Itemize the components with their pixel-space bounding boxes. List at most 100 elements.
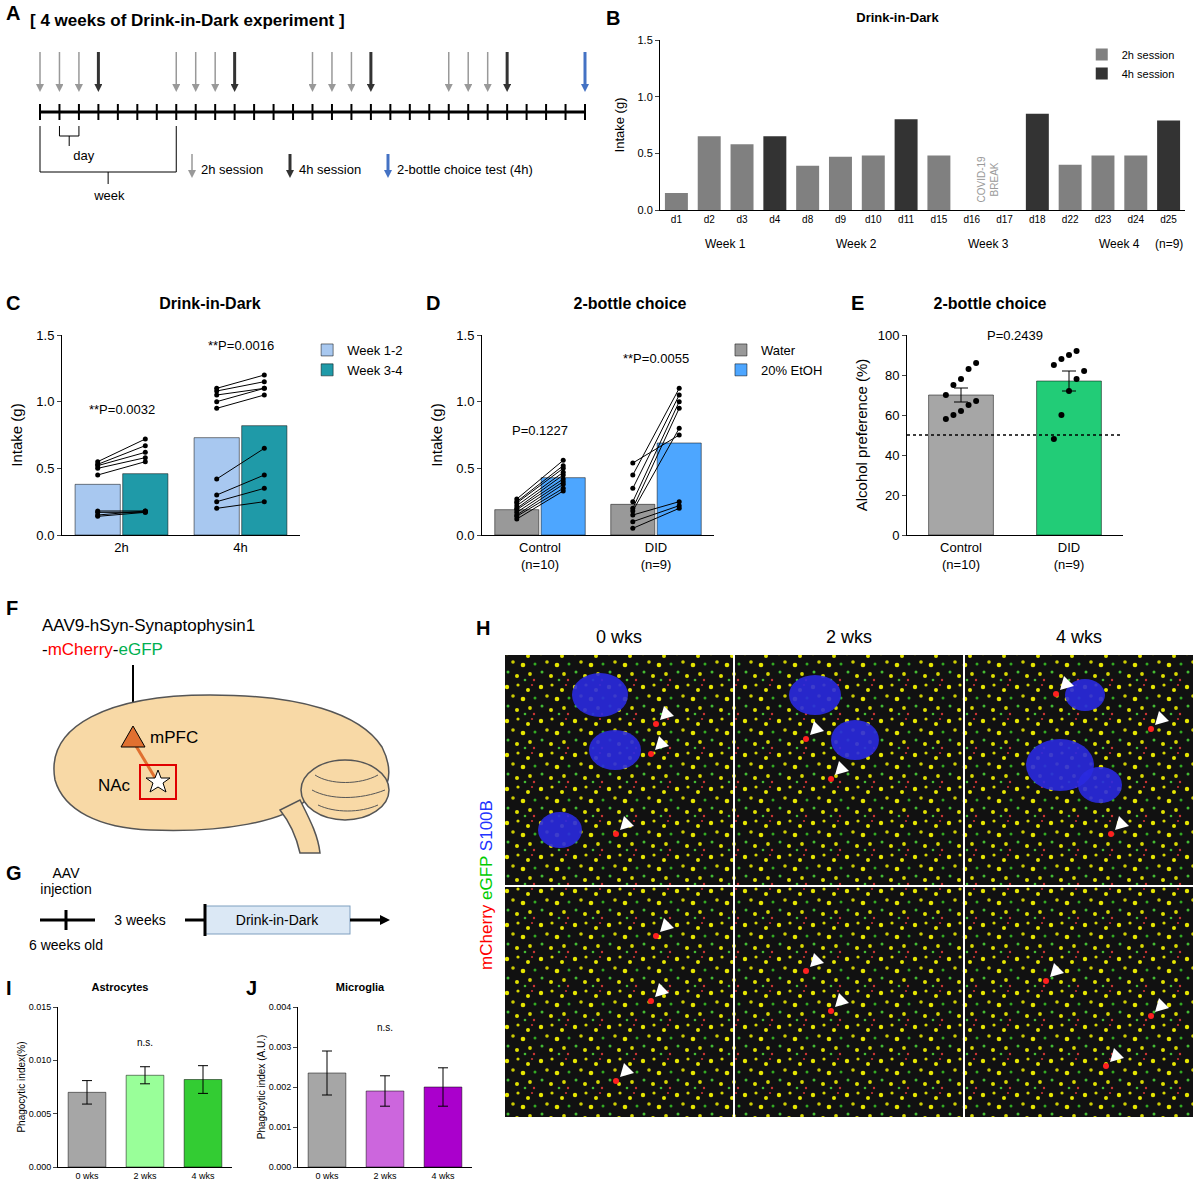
svg-text:Control(n=10): Control(n=10)	[519, 540, 561, 572]
svg-text:2 wks: 2 wks	[373, 1171, 397, 1181]
svg-text:Week 3: Week 3	[968, 237, 1009, 251]
svg-text:Week 2: Week 2	[836, 237, 877, 251]
svg-text:2-bottle choice: 2-bottle choice	[574, 295, 687, 312]
svg-text:Drink-in-Dark: Drink-in-Dark	[856, 10, 939, 25]
svg-text:2h session: 2h session	[201, 162, 263, 177]
svg-text:1.5: 1.5	[456, 328, 474, 343]
svg-text:Water: Water	[761, 343, 796, 358]
svg-text:0 wks: 0 wks	[596, 627, 642, 647]
svg-text:80: 80	[885, 368, 899, 383]
svg-text:Astrocytes: Astrocytes	[92, 981, 149, 993]
svg-text:0.0: 0.0	[638, 204, 653, 216]
svg-text:Intake (g): Intake (g)	[428, 403, 445, 466]
svg-text:**P=0.0016: **P=0.0016	[208, 338, 274, 353]
svg-text:d11: d11	[898, 214, 914, 225]
svg-text:20: 20	[885, 488, 899, 503]
svg-text:0.5: 0.5	[638, 147, 653, 159]
svg-text:d3: d3	[736, 214, 748, 225]
svg-text:0.5: 0.5	[36, 461, 54, 476]
svg-text:4h: 4h	[233, 540, 247, 555]
svg-text:6 weeks old: 6 weeks old	[29, 937, 103, 953]
svg-text:-mCherry-eGFP: -mCherry-eGFP	[42, 640, 163, 659]
svg-text:20% EtOH: 20% EtOH	[761, 363, 822, 378]
svg-text:Week 3-4: Week 3-4	[347, 363, 402, 378]
svg-text:(n=9): (n=9)	[1155, 237, 1183, 251]
svg-text:[ 4 weeks of Drink-in-Dark exp: [ 4 weeks of Drink-in-Dark experiment ]	[30, 11, 345, 30]
svg-text:**P=0.0032: **P=0.0032	[89, 402, 155, 417]
svg-text:d22: d22	[1062, 214, 1079, 225]
svg-text:4 wks: 4 wks	[431, 1171, 455, 1181]
svg-text:4 wks: 4 wks	[1056, 627, 1102, 647]
svg-text:4h session: 4h session	[299, 162, 361, 177]
svg-text:DID(n=9): DID(n=9)	[1054, 540, 1085, 572]
svg-text:week: week	[93, 188, 125, 203]
svg-text:**P=0.0055: **P=0.0055	[623, 351, 689, 366]
svg-text:2 wks: 2 wks	[133, 1171, 157, 1181]
svg-text:0.015: 0.015	[29, 1002, 52, 1012]
svg-text:1.0: 1.0	[638, 91, 653, 103]
svg-text:4h session: 4h session	[1122, 68, 1175, 80]
svg-text:d4: d4	[769, 214, 781, 225]
svg-text:2h session: 2h session	[1122, 49, 1175, 61]
svg-text:Microglia: Microglia	[336, 981, 385, 993]
svg-text:Week 4: Week 4	[1099, 237, 1140, 251]
svg-text:d2: d2	[704, 214, 716, 225]
svg-text:NAc: NAc	[98, 776, 131, 795]
svg-text:0.002: 0.002	[269, 1082, 292, 1092]
svg-text:1.5: 1.5	[36, 328, 54, 343]
svg-text:d9: d9	[835, 214, 847, 225]
svg-text:d17: d17	[996, 214, 1013, 225]
svg-text:1.5: 1.5	[638, 34, 653, 46]
svg-text:d10: d10	[865, 214, 882, 225]
svg-text:2 wks: 2 wks	[826, 627, 872, 647]
svg-text:DID(n=9): DID(n=9)	[641, 540, 672, 572]
svg-text:n.s.: n.s.	[377, 1022, 393, 1033]
svg-text:P=0.2439: P=0.2439	[987, 328, 1043, 343]
svg-text:0: 0	[892, 528, 899, 543]
svg-text:d16: d16	[963, 214, 980, 225]
svg-text:Intake (g): Intake (g)	[612, 98, 627, 153]
svg-text:1.0: 1.0	[456, 394, 474, 409]
svg-text:P=0.1227: P=0.1227	[512, 423, 568, 438]
svg-text:n.s.: n.s.	[137, 1037, 153, 1048]
svg-text:mCherry eGFP S100B: mCherry eGFP S100B	[477, 800, 496, 970]
svg-text:0 wks: 0 wks	[75, 1171, 99, 1181]
svg-text:d23: d23	[1095, 214, 1112, 225]
svg-text:d1: d1	[671, 214, 683, 225]
svg-text:day: day	[73, 148, 94, 163]
svg-text:3 weeks: 3 weeks	[114, 912, 165, 928]
svg-text:Phagocytic index(%): Phagocytic index(%)	[16, 1041, 27, 1132]
svg-text:Drink-in-Dark: Drink-in-Dark	[236, 912, 319, 928]
svg-text:0.004: 0.004	[269, 1002, 292, 1012]
svg-text:0 wks: 0 wks	[315, 1171, 339, 1181]
svg-text:d25: d25	[1160, 214, 1177, 225]
svg-text:d8: d8	[802, 214, 814, 225]
svg-text:60: 60	[885, 408, 899, 423]
svg-text:AAVinjection: AAVinjection	[40, 865, 91, 897]
svg-text:d24: d24	[1127, 214, 1144, 225]
svg-text:0.0: 0.0	[456, 528, 474, 543]
svg-text:40: 40	[885, 448, 899, 463]
svg-text:0.0: 0.0	[36, 528, 54, 543]
svg-text:0.000: 0.000	[269, 1162, 292, 1172]
svg-text:Drink-in-Dark: Drink-in-Dark	[159, 295, 260, 312]
svg-text:0.010: 0.010	[29, 1055, 52, 1065]
svg-text:4 wks: 4 wks	[191, 1171, 215, 1181]
svg-text:Week 1: Week 1	[705, 237, 746, 251]
svg-text:2-bottle choice: 2-bottle choice	[934, 295, 1047, 312]
svg-text:COVID-19BREAK: COVID-19BREAK	[976, 156, 1000, 203]
svg-text:AAV9-hSyn-Synaptophysin1: AAV9-hSyn-Synaptophysin1	[42, 616, 255, 635]
svg-text:Control(n=10): Control(n=10)	[940, 540, 982, 572]
svg-text:0.005: 0.005	[29, 1109, 52, 1119]
svg-text:Phagocytic index (A.U.): Phagocytic index (A.U.)	[256, 1035, 267, 1140]
svg-text:0.001: 0.001	[269, 1122, 292, 1132]
svg-text:0.5: 0.5	[456, 461, 474, 476]
svg-text:100: 100	[878, 328, 900, 343]
svg-text:d15: d15	[931, 214, 948, 225]
svg-text:mPFC: mPFC	[150, 728, 198, 747]
svg-text:2-bottle choice test (4h): 2-bottle choice test (4h)	[397, 162, 533, 177]
svg-text:1.0: 1.0	[36, 394, 54, 409]
svg-text:Alcohol preference (%): Alcohol preference (%)	[853, 359, 870, 512]
svg-text:0.003: 0.003	[269, 1042, 292, 1052]
svg-text:d18: d18	[1029, 214, 1046, 225]
